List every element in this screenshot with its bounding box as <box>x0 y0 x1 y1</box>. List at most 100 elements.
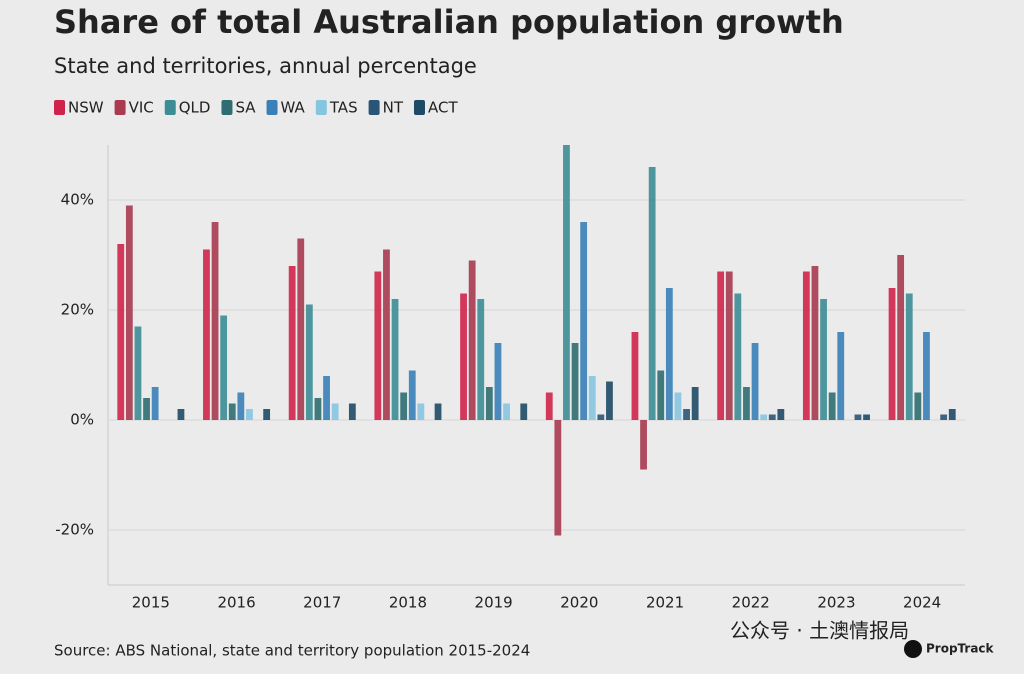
y-tick-label: 40% <box>61 191 94 209</box>
bar <box>725 271 733 420</box>
bar <box>237 392 245 420</box>
bar <box>563 145 570 420</box>
bar <box>665 288 673 420</box>
bar <box>948 409 956 420</box>
legend-label: QLD <box>179 99 211 117</box>
x-tick-label: 2017 <box>303 594 341 612</box>
legend-swatch <box>164 100 176 115</box>
bar <box>631 332 639 420</box>
bar <box>828 392 836 420</box>
legend-swatch <box>315 100 327 115</box>
bar <box>143 398 150 420</box>
x-tick-label: 2016 <box>217 594 255 612</box>
x-tick-label: 2023 <box>817 594 855 612</box>
y-tick-label: 20% <box>61 301 94 319</box>
bar <box>125 205 133 420</box>
bar <box>657 370 665 420</box>
bar <box>228 403 236 420</box>
brand-icon <box>904 640 922 658</box>
bar <box>503 403 510 420</box>
legend-label: ACT <box>428 99 458 117</box>
source: Source: ABS National, state and territor… <box>54 642 530 660</box>
bar <box>383 249 390 420</box>
bar <box>648 167 656 420</box>
bar <box>374 271 382 420</box>
bar <box>760 414 768 420</box>
bar <box>777 409 785 420</box>
legend-swatch <box>221 100 233 115</box>
legend-label: NSW <box>68 99 104 117</box>
legend-label: SA <box>235 99 256 117</box>
bar <box>151 387 159 420</box>
bar <box>348 403 356 420</box>
bar <box>802 271 810 420</box>
bar <box>331 403 339 420</box>
bar <box>134 326 142 420</box>
watermark: 公众号 · 土澳情报局 <box>730 619 909 643</box>
x-tick-label: 2015 <box>132 594 170 612</box>
bar <box>400 392 408 420</box>
bar <box>863 414 870 420</box>
brand: PropTrack <box>926 642 995 656</box>
bar <box>717 271 725 420</box>
legend-swatch <box>368 100 380 115</box>
chart-subtitle: State and territories, annual percentage <box>54 54 477 78</box>
bar <box>220 315 228 420</box>
bar <box>897 255 905 420</box>
bar <box>888 288 896 420</box>
x-tick-label: 2020 <box>560 594 598 612</box>
bar <box>905 293 913 420</box>
x-tick-label: 2019 <box>475 594 513 612</box>
bar <box>211 222 219 420</box>
y-tick-label: 0% <box>70 411 94 429</box>
bar <box>854 414 862 420</box>
x-tick-label: 2021 <box>646 594 684 612</box>
bar <box>520 403 528 420</box>
bar <box>606 381 613 420</box>
chart-title: Share of total Australian population gro… <box>54 3 844 41</box>
x-tick-label: 2022 <box>732 594 770 612</box>
bar <box>811 266 819 420</box>
x-tick-label: 2024 <box>903 594 941 612</box>
bar <box>494 343 502 420</box>
bar <box>485 387 493 420</box>
bar <box>914 392 922 420</box>
bar <box>391 299 399 420</box>
legend-swatch <box>114 100 126 115</box>
bar <box>640 420 647 470</box>
legend-label: NT <box>383 99 404 117</box>
legend-label: TAS <box>329 99 358 117</box>
legend-swatch <box>266 100 278 115</box>
bar <box>408 370 416 420</box>
bar <box>305 304 313 420</box>
bar <box>554 420 562 536</box>
bar <box>837 332 845 420</box>
bar <box>820 299 827 420</box>
bar <box>734 293 742 420</box>
bar <box>417 403 425 420</box>
bar <box>674 392 682 420</box>
bar <box>246 409 253 420</box>
bar <box>468 260 476 420</box>
bar <box>288 266 296 420</box>
bar <box>588 376 596 420</box>
bar <box>691 387 699 420</box>
bar <box>263 409 271 420</box>
legend-swatch <box>413 100 425 115</box>
bar <box>434 403 442 420</box>
bar <box>545 392 553 420</box>
bar <box>751 343 759 420</box>
bar <box>314 398 322 420</box>
bar <box>940 414 948 420</box>
bar <box>768 414 776 420</box>
bar <box>477 299 485 420</box>
y-tick-label: -20% <box>55 521 94 539</box>
bar <box>203 249 210 420</box>
legend-label: WA <box>281 99 306 117</box>
bar <box>323 376 330 420</box>
bar <box>177 409 185 420</box>
bar <box>580 222 588 420</box>
bar <box>923 332 930 420</box>
bar <box>117 244 125 420</box>
